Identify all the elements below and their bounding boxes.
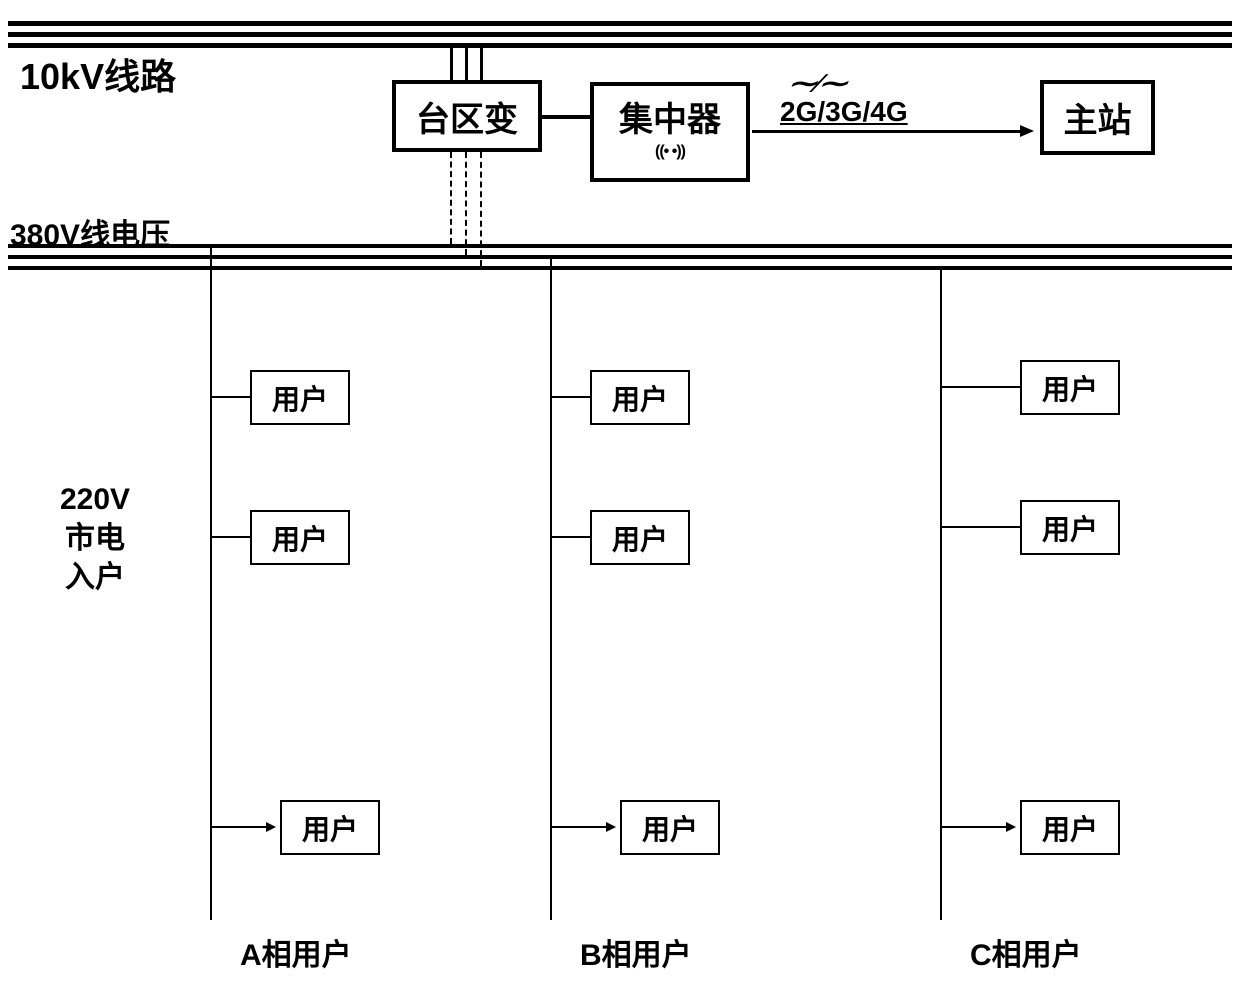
phase-c-u2-conn: [942, 526, 1020, 528]
phase-c-drop: [940, 270, 942, 920]
phase-c-userN-box: 用户: [1020, 800, 1120, 855]
user-label: 用户: [272, 518, 328, 558]
tx-feed-2: [465, 43, 468, 80]
phase-b-userN-box: 用户: [620, 800, 720, 855]
user-label: 用户: [612, 378, 668, 418]
busbar-10kv-1: [8, 21, 1232, 26]
master-label: 主站: [1064, 93, 1132, 142]
wireless-icon: ⁓∕⁓: [787, 68, 849, 99]
phase-c-user1-box: 用户: [1020, 360, 1120, 415]
phase-c-u1-conn: [942, 386, 1020, 388]
concentrator-label: 集中器: [619, 103, 721, 137]
transformer-box: 台区变: [392, 80, 542, 152]
phase-a-uN-conn: [212, 826, 268, 828]
busbar-380v-3: [8, 266, 1232, 270]
tx-to-conc-line: [542, 115, 590, 119]
phase-c-user2-box: 用户: [1020, 500, 1120, 555]
tx-drop-3: [480, 152, 482, 266]
label-220v: 220V 市电 入户: [60, 480, 130, 597]
user-label: 用户: [1042, 808, 1098, 848]
phase-b-u1-conn: [552, 396, 590, 398]
phase-b-uN-arrow: [606, 822, 616, 832]
phase-c-uN-arrow: [1006, 822, 1016, 832]
concentrator-box: 集中器 ((• •)): [590, 82, 750, 182]
phase-c-label: C相用户: [970, 930, 1082, 974]
tx-drop-1: [450, 152, 452, 244]
tx-drop-2: [465, 152, 467, 255]
phase-b-uN-conn: [552, 826, 608, 828]
phase-b-drop: [550, 259, 552, 920]
comm-arrow-line: [752, 130, 1024, 133]
busbar-380v-2: [8, 255, 1232, 259]
user-label: 用户: [1042, 368, 1098, 408]
phase-b-user1-box: 用户: [590, 370, 690, 425]
phase-a-uN-arrow: [266, 822, 276, 832]
transformer-label: 台区变: [416, 92, 518, 141]
phase-a-userN-box: 用户: [280, 800, 380, 855]
user-label: 用户: [272, 378, 328, 418]
user-label: 用户: [642, 808, 698, 848]
phase-a-user1-box: 用户: [250, 370, 350, 425]
phase-a-u1-conn: [212, 396, 250, 398]
phase-a-user2-box: 用户: [250, 510, 350, 565]
phase-b-u2-conn: [552, 536, 590, 538]
phase-a-label: A相用户: [240, 930, 352, 974]
antenna-icon: ((• •)): [655, 143, 685, 161]
label-10kv: 10kV线路: [20, 48, 176, 100]
user-label: 用户: [612, 518, 668, 558]
user-label: 用户: [302, 808, 358, 848]
phase-c-uN-conn: [942, 826, 1008, 828]
busbar-380v-1: [8, 244, 1232, 248]
busbar-10kv-2: [8, 32, 1232, 37]
comm-arrow-head: [1020, 125, 1034, 137]
tx-feed-1: [450, 43, 453, 80]
comm-link-label: 2G/3G/4G: [780, 96, 908, 128]
phase-b-label: B相用户: [580, 930, 692, 974]
user-label: 用户: [1042, 508, 1098, 548]
tx-feed-3: [480, 43, 483, 80]
phase-a-u2-conn: [212, 536, 250, 538]
phase-a-drop: [210, 248, 212, 920]
phase-b-user2-box: 用户: [590, 510, 690, 565]
busbar-10kv-3: [8, 43, 1232, 48]
master-box: 主站: [1040, 80, 1155, 155]
